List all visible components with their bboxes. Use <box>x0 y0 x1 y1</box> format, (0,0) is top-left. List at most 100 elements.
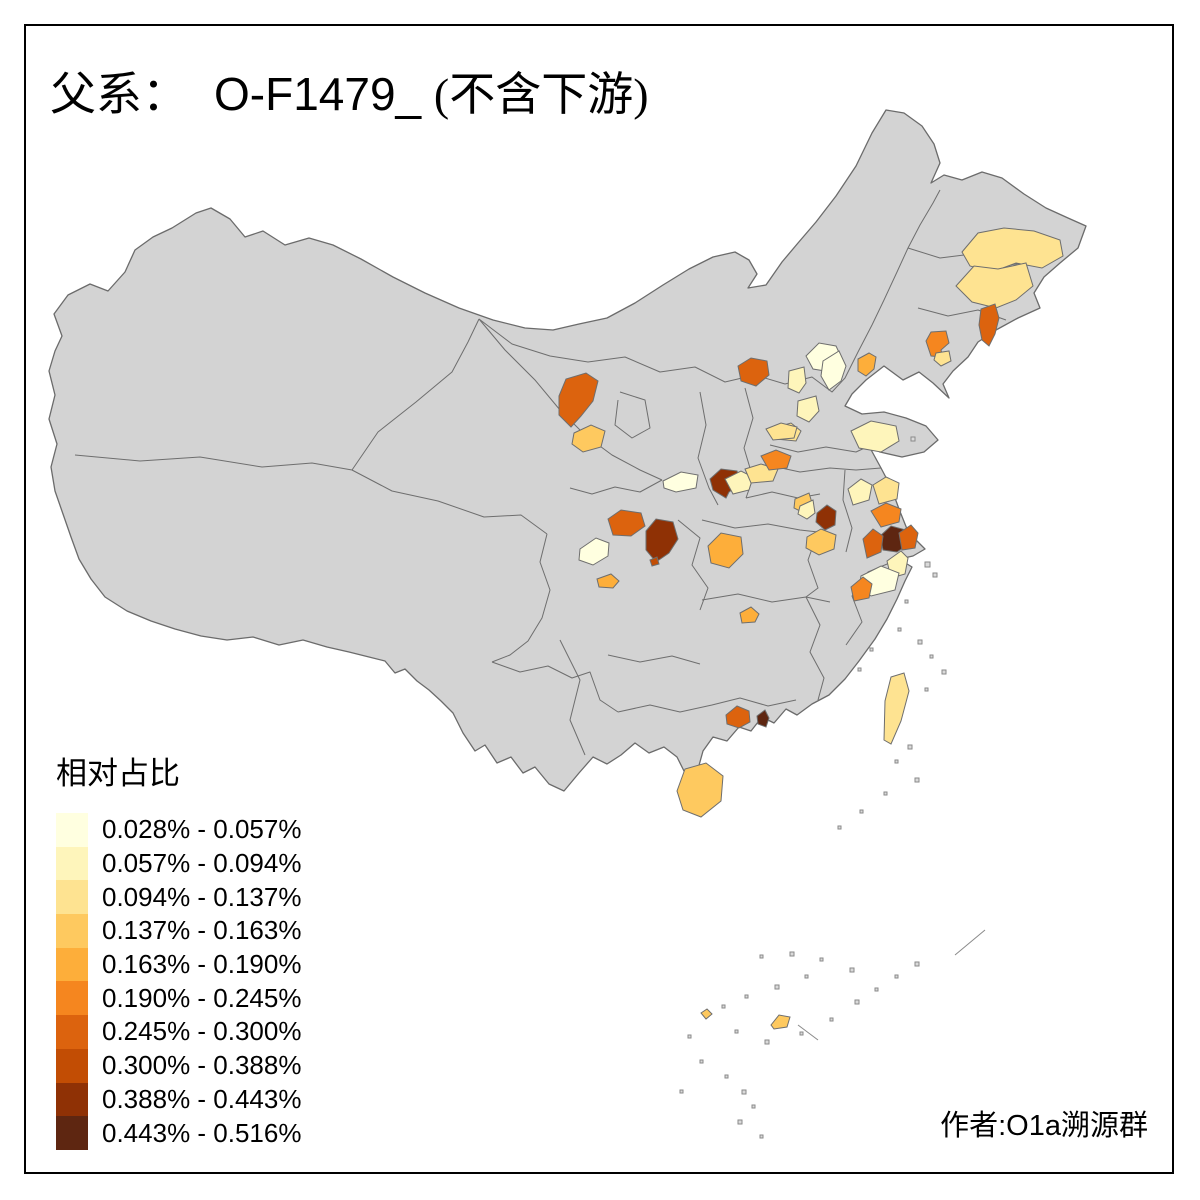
legend-row-2: 0.057% - 0.094% <box>56 846 302 881</box>
region-leshan-dot <box>649 556 660 567</box>
legend-row-4: 0.137% - 0.163% <box>56 914 301 948</box>
region-fushun <box>978 303 1000 347</box>
legend-row-10: 0.443% - 0.516% <box>56 1116 301 1150</box>
page-title: 父系： O-F1479_ (不含下游) <box>50 58 649 124</box>
islet-21 <box>849 967 855 973</box>
islet-4 <box>904 599 909 604</box>
title-prefix: 父系： <box>50 69 188 120</box>
province-border-18 <box>607 654 701 665</box>
legend-label-8: 0.300% - 0.388% <box>102 1050 302 1081</box>
region-xisha-isle <box>700 1008 713 1020</box>
province-border-14 <box>701 519 819 533</box>
islet-35 <box>741 1089 747 1095</box>
legend-swatch-7 <box>56 1015 88 1049</box>
region-taiwan <box>883 672 910 745</box>
islet-33 <box>894 974 899 979</box>
region-langfang <box>787 366 807 394</box>
region-dazhou <box>707 532 744 569</box>
region-changsha <box>739 606 760 624</box>
legend-row-7: 0.245% - 0.300% <box>56 1015 301 1049</box>
region-yaan <box>578 537 610 566</box>
legend-label-6: 0.190% - 0.245% <box>102 982 302 1013</box>
islet-10 <box>869 647 874 652</box>
province-border-15 <box>701 593 831 603</box>
legend-row-3: 0.094% - 0.137% <box>56 880 301 915</box>
province-border-2 <box>351 318 480 471</box>
region-handan <box>765 422 798 441</box>
region-liaoyang <box>933 350 952 367</box>
legend-rows: 0.028% - 0.057% 0.057% - 0.094% 0.094% - 0… <box>56 813 301 1150</box>
islet-28 <box>764 1039 770 1045</box>
islet-32 <box>874 987 879 992</box>
islet-11 <box>857 667 862 672</box>
islet-36 <box>751 1104 756 1109</box>
province-border-12 <box>771 465 882 473</box>
legend-title: 相对占比 <box>56 756 180 791</box>
legend-swatch-9 <box>56 1082 88 1117</box>
islet-38 <box>759 1134 764 1139</box>
region-zhongshan <box>756 709 770 728</box>
mainland-outline <box>48 109 1087 792</box>
region-hanzhong <box>662 471 699 493</box>
region-hefei <box>815 504 837 531</box>
islet-12 <box>907 744 913 750</box>
islet-31 <box>854 999 860 1005</box>
islet-23 <box>774 984 780 990</box>
islet-30 <box>829 1017 834 1022</box>
islet-14 <box>914 777 920 783</box>
region-suqian <box>847 478 873 506</box>
islet-19 <box>789 951 795 957</box>
region-mianyang <box>607 509 646 537</box>
islet-1 <box>910 436 916 442</box>
region-chengdu <box>645 518 679 563</box>
islet-20 <box>819 957 824 962</box>
island-specks <box>679 436 986 1139</box>
region-zhenjiang <box>862 528 884 559</box>
title-suffix: (不含下游) <box>433 69 649 120</box>
region-dongsha-isle <box>770 1014 791 1030</box>
islet-9 <box>924 687 929 692</box>
province-border-25 <box>559 639 586 756</box>
islet-25 <box>721 1004 726 1009</box>
region-yancheng <box>872 476 900 505</box>
islet-41 <box>679 1089 684 1094</box>
region-tangshan <box>857 352 877 377</box>
legend-swatch-5 <box>56 947 88 982</box>
region-weifang <box>850 420 900 453</box>
region-datong <box>737 357 770 387</box>
province-border-5 <box>491 533 551 663</box>
legend-row-1: 0.028% - 0.057% <box>56 813 301 847</box>
reef-line-1 <box>797 1024 819 1041</box>
reef-line-2 <box>954 929 986 956</box>
legend-swatch-1 <box>56 813 88 847</box>
province-border-20 <box>805 596 825 701</box>
islet-5 <box>897 627 902 632</box>
legend-label-10: 0.443% - 0.516% <box>102 1117 302 1148</box>
choropleth-regions <box>558 227 1064 1030</box>
legend-row-6: 0.190% - 0.245% <box>56 981 302 1016</box>
legend-label-7: 0.245% - 0.300% <box>102 1016 302 1047</box>
legend-label-1: 0.028% - 0.057% <box>102 814 302 845</box>
islet-15 <box>883 791 888 796</box>
region-huaian <box>870 502 902 528</box>
islet-18 <box>759 954 764 959</box>
region-changchun <box>955 262 1034 309</box>
province-border-6 <box>491 661 619 713</box>
islet-6 <box>917 639 923 645</box>
region-baoding <box>796 395 820 423</box>
province-border-3 <box>351 469 548 535</box>
province-border-19 <box>617 697 797 713</box>
legend: 相对占比 0.028% - 0.057% 0.057% - 0.094% 0.094… <box>56 748 301 1150</box>
islet-40 <box>699 1059 704 1064</box>
islet-13 <box>894 759 899 764</box>
province-border-16 <box>569 479 663 495</box>
islet-7 <box>929 654 934 659</box>
title-haplogroup: O-F1479_ <box>214 68 422 120</box>
islet-16 <box>859 809 864 814</box>
legend-label-4: 0.137% - 0.163% <box>102 915 302 946</box>
region-nantong <box>898 524 919 551</box>
legend-label-2: 0.057% - 0.094% <box>102 848 302 879</box>
province-border-7 <box>478 189 941 393</box>
